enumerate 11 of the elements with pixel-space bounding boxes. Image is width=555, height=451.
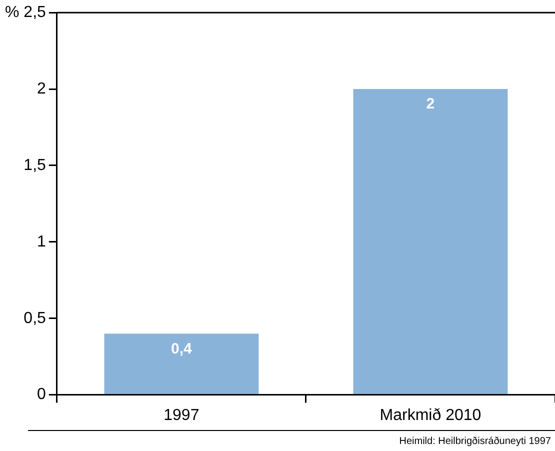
y-tick-label: % 2,5 bbox=[4, 4, 46, 22]
y-tick-label: 2 bbox=[37, 80, 46, 98]
text: Heimild: Heilbrigðisráðuneyti 1997 bbox=[399, 436, 551, 447]
y-tick-label: 0 bbox=[37, 386, 46, 404]
x-tick-label: Markmið 2010 bbox=[380, 406, 482, 424]
data-label: 2 bbox=[426, 96, 435, 113]
x-tick-label: 1997 bbox=[164, 406, 200, 424]
y-tick-label: 0,5 bbox=[24, 310, 46, 327]
y-tick-label: 1,5 bbox=[24, 156, 46, 174]
data-label: 0,4 bbox=[171, 340, 193, 358]
y-tick-label: 1 bbox=[37, 233, 46, 250]
